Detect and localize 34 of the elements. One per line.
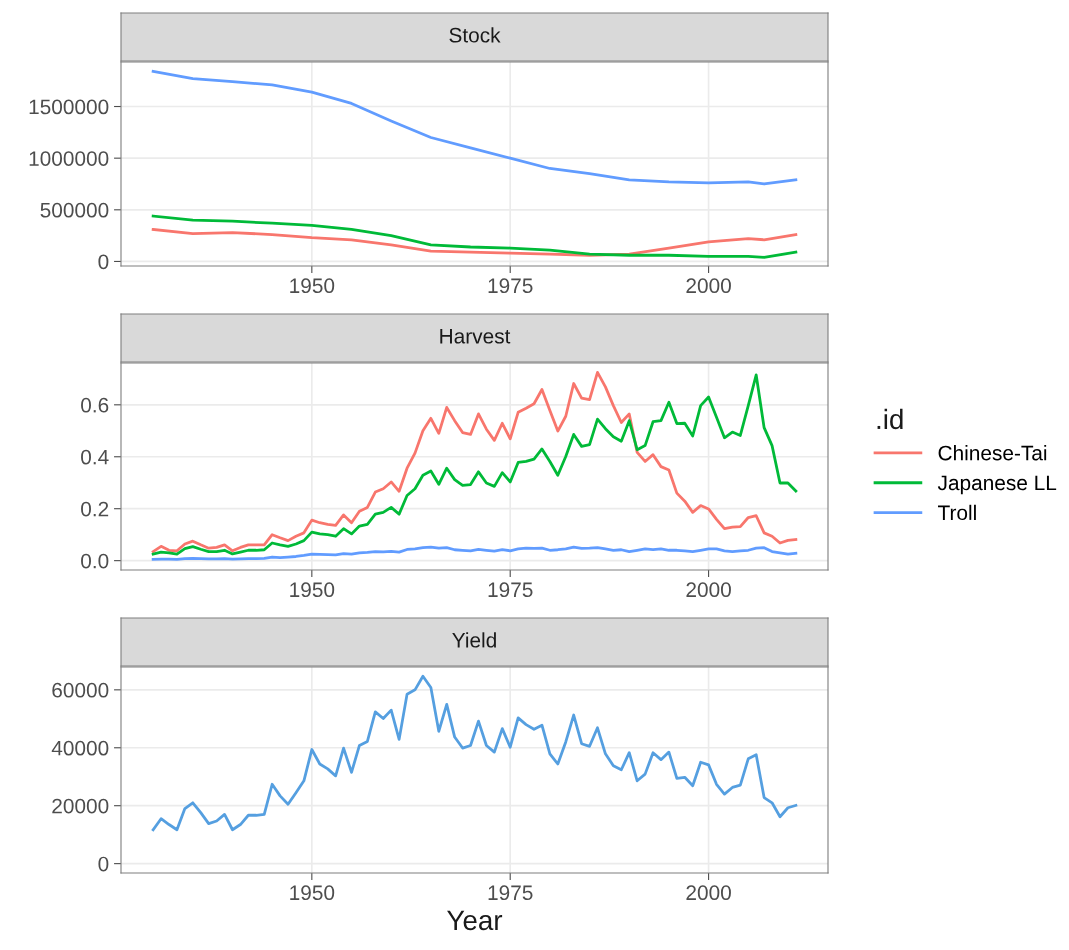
y-tick-label: 60000: [52, 682, 109, 698]
y-tick-label: 0.0: [81, 553, 109, 569]
y-tick-label: 20000: [52, 798, 109, 814]
line-series: [151, 674, 798, 832]
x-axis-title: Year: [447, 910, 503, 931]
legend-label: Japanese LL: [937, 475, 1057, 495]
x-tick-label: 1950: [290, 278, 335, 294]
x-tick-label: 1975: [488, 582, 533, 598]
chart-title: Harvest: [440, 329, 511, 344]
x-tick-label: 1975: [488, 278, 533, 294]
chart-title: Stock: [449, 27, 501, 43]
legend-label: Chinese-Tai: [938, 445, 1047, 461]
y-tick-label: 1000000: [29, 151, 109, 166]
x-tick-label: 1975: [488, 885, 533, 901]
y-tick-label: 500000: [40, 202, 109, 218]
line-series: [151, 70, 798, 186]
line-series: [151, 545, 798, 561]
y-tick-label: 0.6: [81, 397, 109, 413]
x-tick-label: 2000: [686, 885, 731, 901]
x-tick-label: 1950: [290, 885, 335, 901]
line-series: [151, 228, 798, 257]
y-tick-label: 0.2: [81, 501, 109, 517]
legend-title: .id: [877, 408, 903, 430]
x-tick-label: 2000: [686, 582, 731, 598]
y-tick-label: 40000: [51, 740, 109, 756]
x-tick-label: 1950: [290, 582, 335, 598]
legend-label: Troll: [938, 504, 976, 521]
x-tick-label: 2000: [686, 278, 731, 294]
chart-title: Yield: [452, 632, 496, 648]
y-tick-label: 0: [98, 856, 109, 872]
y-tick-label: 1500000: [29, 99, 109, 115]
line-series: [151, 214, 798, 259]
y-tick-label: 0: [98, 254, 109, 270]
y-tick-label: 0.4: [81, 449, 109, 465]
